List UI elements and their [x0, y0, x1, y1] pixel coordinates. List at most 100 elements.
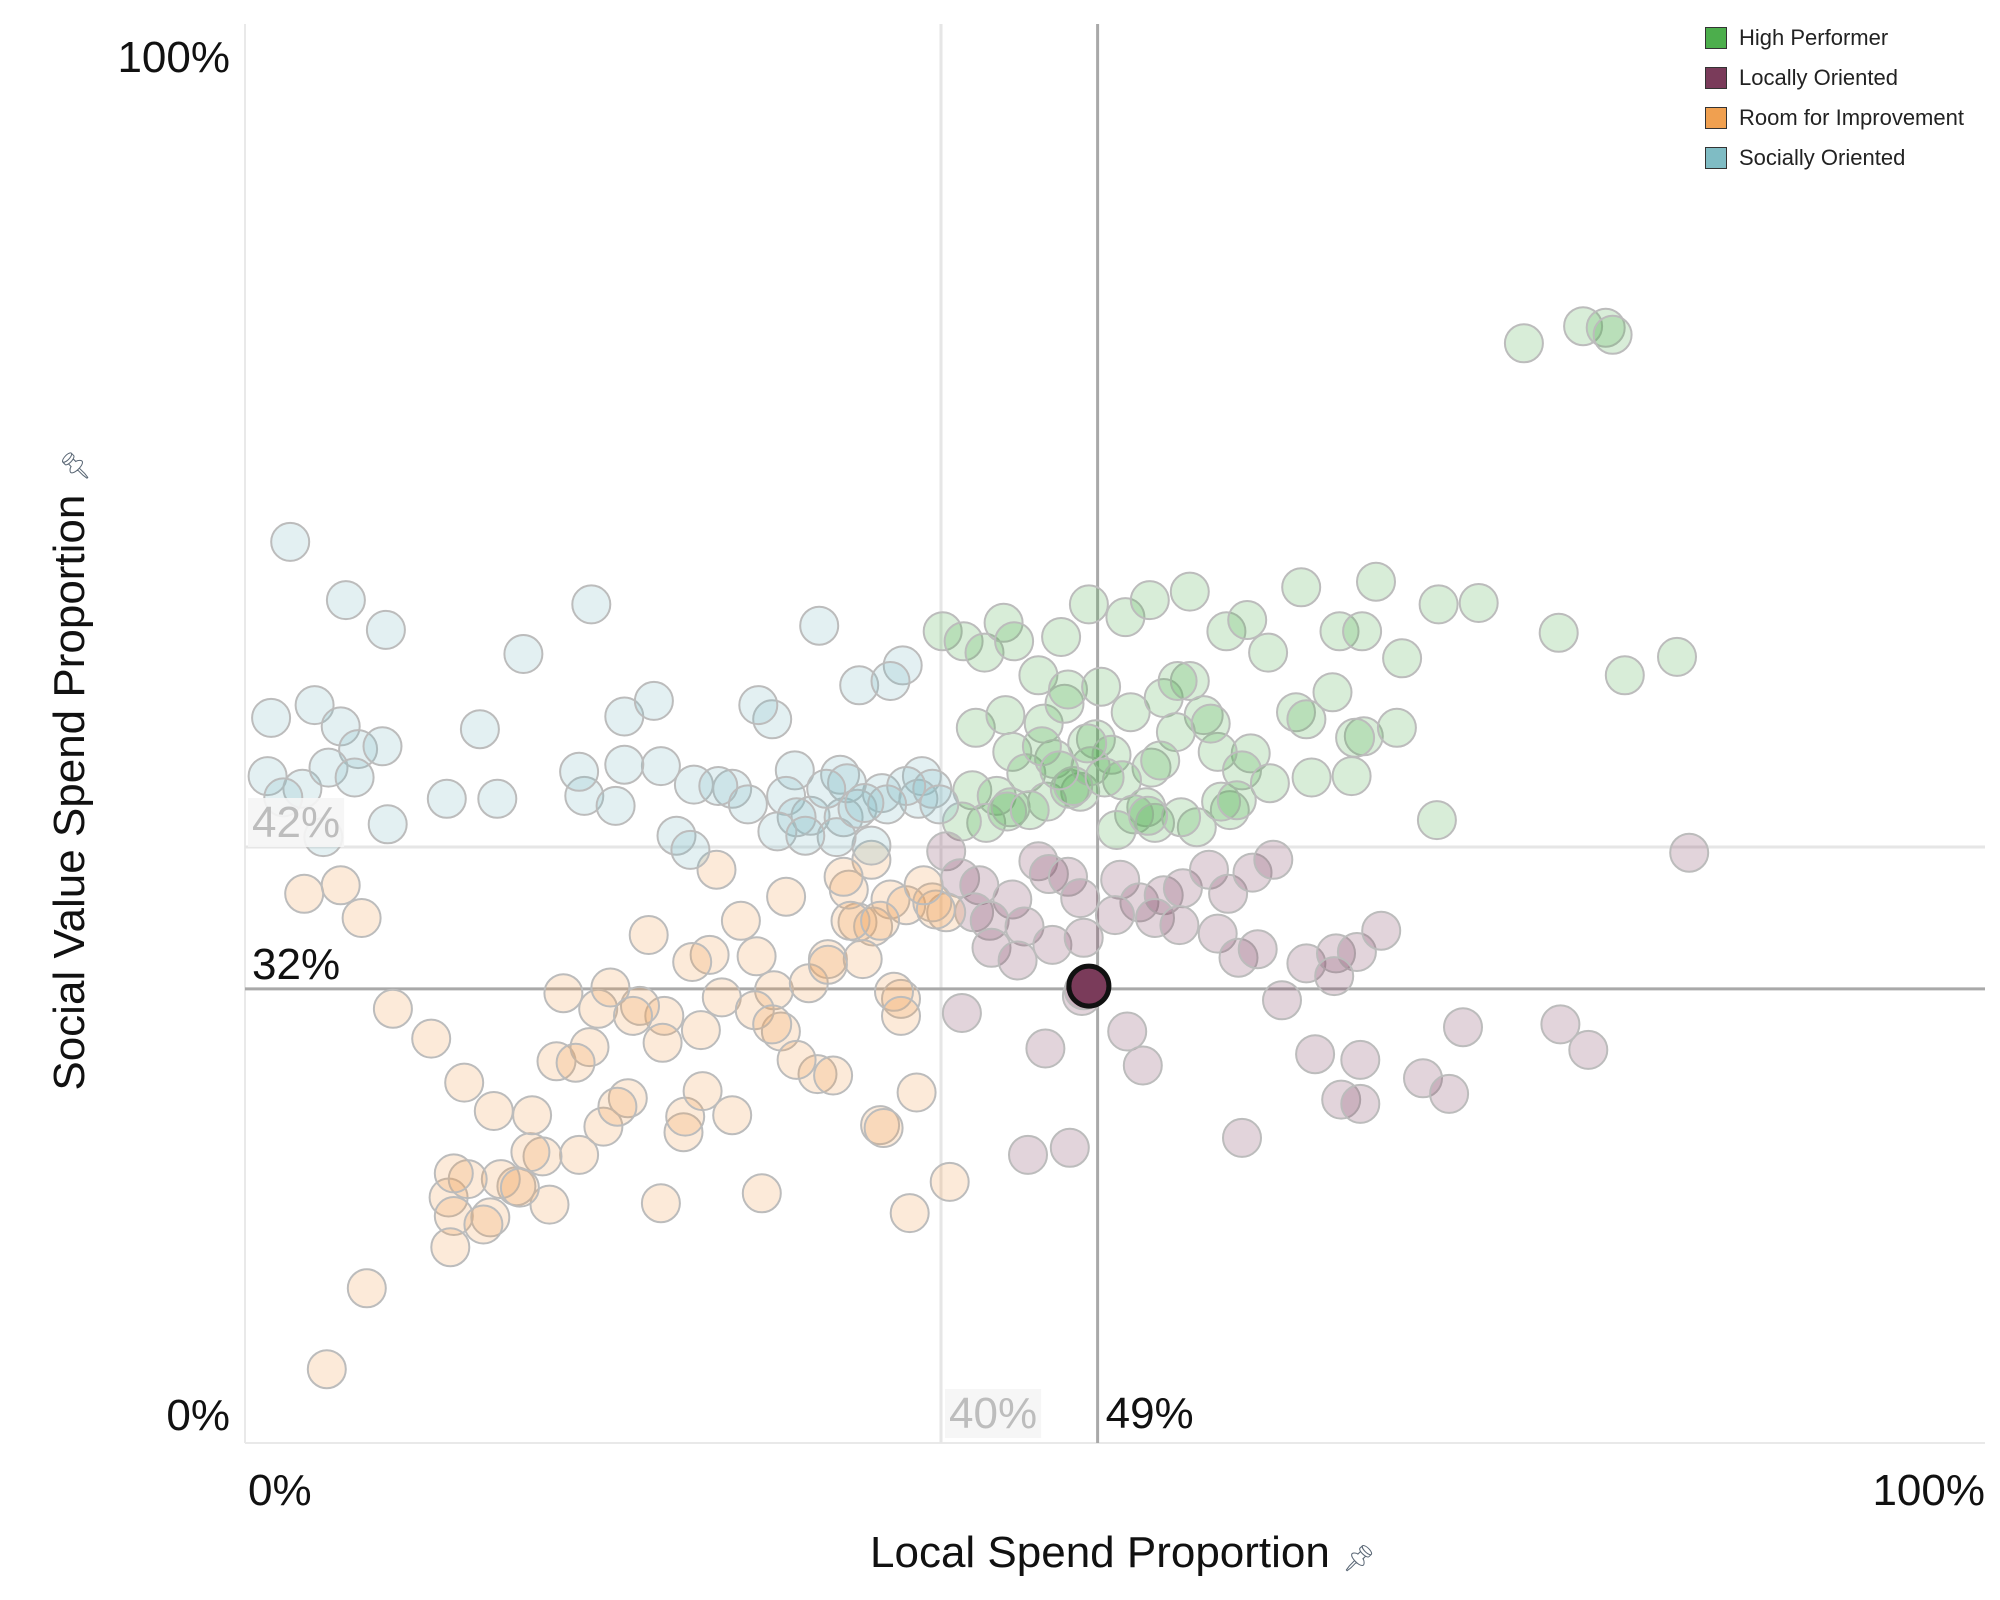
data-point-room-for-improvement[interactable] — [480, 1159, 521, 1200]
data-point-locally-oriented[interactable] — [1540, 1004, 1581, 1045]
data-point-room-for-improvement[interactable] — [320, 865, 361, 906]
legend-item-locally-oriented[interactable]: Locally Oriented — [1705, 58, 1964, 98]
data-point-socially-oriented[interactable] — [867, 784, 908, 825]
data-point-high-performer[interactable] — [1604, 655, 1645, 696]
data-point-high-performer[interactable] — [1048, 669, 1088, 710]
data-point-high-performer[interactable] — [1190, 703, 1231, 744]
data-point-locally-oriented[interactable] — [1032, 924, 1073, 965]
data-point-locally-oriented[interactable] — [1568, 1029, 1609, 1070]
data-point-room-for-improvement[interactable] — [569, 1027, 610, 1068]
data-point-room-for-improvement[interactable] — [578, 988, 619, 1029]
data-point-socially-oriented[interactable] — [785, 815, 826, 856]
data-point-socially-oriented[interactable] — [799, 605, 840, 646]
data-point-room-for-improvement[interactable] — [430, 1227, 471, 1268]
data-point-socially-oriented[interactable] — [604, 744, 645, 785]
data-point-room-for-improvement[interactable] — [720, 900, 761, 941]
data-point-high-performer[interactable] — [1657, 636, 1697, 677]
data-point-room-for-improvement[interactable] — [860, 1105, 901, 1146]
data-point-high-performer[interactable] — [1068, 584, 1109, 625]
data-point-room-for-improvement[interactable] — [529, 1184, 570, 1225]
data-point-locally-oriented[interactable] — [941, 993, 982, 1033]
data-point-room-for-improvement[interactable] — [473, 1091, 514, 1131]
data-point-socially-oriented[interactable] — [844, 783, 885, 823]
data-point-high-performer[interactable] — [1216, 780, 1257, 821]
data-point-locally-oriented[interactable] — [1314, 956, 1355, 997]
data-point-socially-oriented[interactable] — [919, 784, 960, 825]
data-point-locally-oriented[interactable] — [1119, 882, 1160, 923]
data-point-room-for-improvement[interactable] — [590, 967, 631, 1008]
data-point-locally-oriented[interactable] — [1049, 1127, 1090, 1168]
data-point-locally-oriented[interactable] — [1340, 1083, 1381, 1124]
data-point-room-for-improvement[interactable] — [881, 978, 921, 1019]
data-point-room-for-improvement[interactable] — [346, 1268, 387, 1309]
data-point-high-performer[interactable] — [1342, 611, 1383, 652]
data-point-room-for-improvement[interactable] — [741, 1173, 782, 1214]
data-point-room-for-improvement[interactable] — [823, 856, 864, 897]
data-point-locally-oriented[interactable] — [1403, 1058, 1443, 1099]
data-point-room-for-improvement[interactable] — [752, 1004, 793, 1045]
data-point-room-for-improvement[interactable] — [628, 915, 669, 955]
data-point-high-performer[interactable] — [1585, 307, 1626, 348]
data-point-room-for-improvement[interactable] — [433, 1196, 474, 1236]
data-point-high-performer[interactable] — [985, 695, 1026, 736]
data-point-high-performer[interactable] — [983, 602, 1024, 643]
data-point-high-performer[interactable] — [1281, 567, 1322, 608]
data-point-socially-oriented[interactable] — [247, 756, 288, 797]
data-point-locally-oriented[interactable] — [992, 879, 1033, 920]
data-point-locally-oriented[interactable] — [1669, 832, 1710, 873]
data-point-room-for-improvement[interactable] — [813, 1055, 854, 1096]
data-point-socially-oriented[interactable] — [870, 661, 911, 701]
data-point-high-performer[interactable] — [1114, 794, 1155, 835]
data-point-socially-oriented[interactable] — [308, 747, 349, 788]
data-point-high-performer[interactable] — [1563, 306, 1604, 347]
data-point-socially-oriented[interactable] — [816, 817, 857, 858]
data-point-socially-oriented[interactable] — [712, 768, 753, 809]
data-point-high-performer[interactable] — [1276, 692, 1316, 733]
data-point-high-performer[interactable] — [955, 707, 996, 748]
data-point-locally-oriented[interactable] — [1253, 839, 1294, 880]
legend-item-socially-oriented[interactable]: Socially Oriented — [1705, 138, 1964, 178]
data-point-high-performer[interactable] — [1084, 757, 1125, 798]
data-point-high-performer[interactable] — [1169, 661, 1210, 701]
data-point-locally-oriented[interactable] — [1095, 895, 1135, 936]
data-point-locally-oriented[interactable] — [997, 940, 1038, 981]
data-point-room-for-improvement[interactable] — [463, 1204, 504, 1245]
data-point-room-for-improvement[interactable] — [663, 1112, 704, 1153]
data-point-socially-oriented[interactable] — [362, 726, 403, 767]
data-point-locally-oriented[interactable] — [1048, 856, 1088, 897]
data-point-locally-oriented[interactable] — [1361, 910, 1402, 951]
pin-icon[interactable]: 📌︎ — [1342, 1543, 1376, 1573]
data-point-locally-oriented[interactable] — [1159, 905, 1200, 946]
data-point-room-for-improvement[interactable] — [411, 1018, 452, 1059]
data-point-socially-oriented[interactable] — [806, 768, 847, 809]
data-point-socially-oriented[interactable] — [320, 706, 361, 747]
data-point-high-performer[interactable] — [1161, 797, 1202, 838]
data-point-locally-oriented[interactable] — [1237, 929, 1278, 970]
data-point-room-for-improvement[interactable] — [583, 1106, 624, 1147]
data-point-socially-oriented[interactable] — [640, 746, 681, 787]
data-point-socially-oriented[interactable] — [727, 784, 768, 825]
data-point-high-performer[interactable] — [1201, 781, 1242, 822]
selected-data-point[interactable] — [1066, 963, 1112, 1009]
data-point-high-performer[interactable] — [1128, 795, 1169, 836]
data-point-high-performer[interactable] — [1382, 638, 1423, 679]
data-point-room-for-improvement[interactable] — [680, 1010, 721, 1051]
data-point-room-for-improvement[interactable] — [766, 876, 807, 917]
data-point-socially-oriented[interactable] — [559, 751, 600, 792]
data-point-high-performer[interactable] — [987, 791, 1028, 832]
data-point-room-for-improvement[interactable] — [470, 1197, 511, 1238]
data-point-room-for-improvement[interactable] — [736, 936, 777, 977]
data-point-locally-oriented[interactable] — [1135, 898, 1175, 938]
data-point-high-performer[interactable] — [1009, 790, 1050, 831]
data-point-room-for-improvement[interactable] — [712, 1095, 753, 1136]
data-point-room-for-improvement[interactable] — [543, 973, 584, 1014]
data-point-socially-oriented[interactable] — [334, 757, 375, 798]
data-point-high-performer[interactable] — [1319, 611, 1360, 652]
data-point-room-for-improvement[interactable] — [512, 1095, 553, 1136]
data-point-locally-oriented[interactable] — [1316, 933, 1356, 974]
data-point-high-performer[interactable] — [1091, 734, 1132, 775]
data-point-room-for-improvement[interactable] — [853, 906, 894, 947]
data-point-high-performer[interactable] — [994, 621, 1035, 662]
data-point-high-performer[interactable] — [1416, 800, 1457, 841]
data-point-locally-oriented[interactable] — [1025, 1028, 1066, 1069]
